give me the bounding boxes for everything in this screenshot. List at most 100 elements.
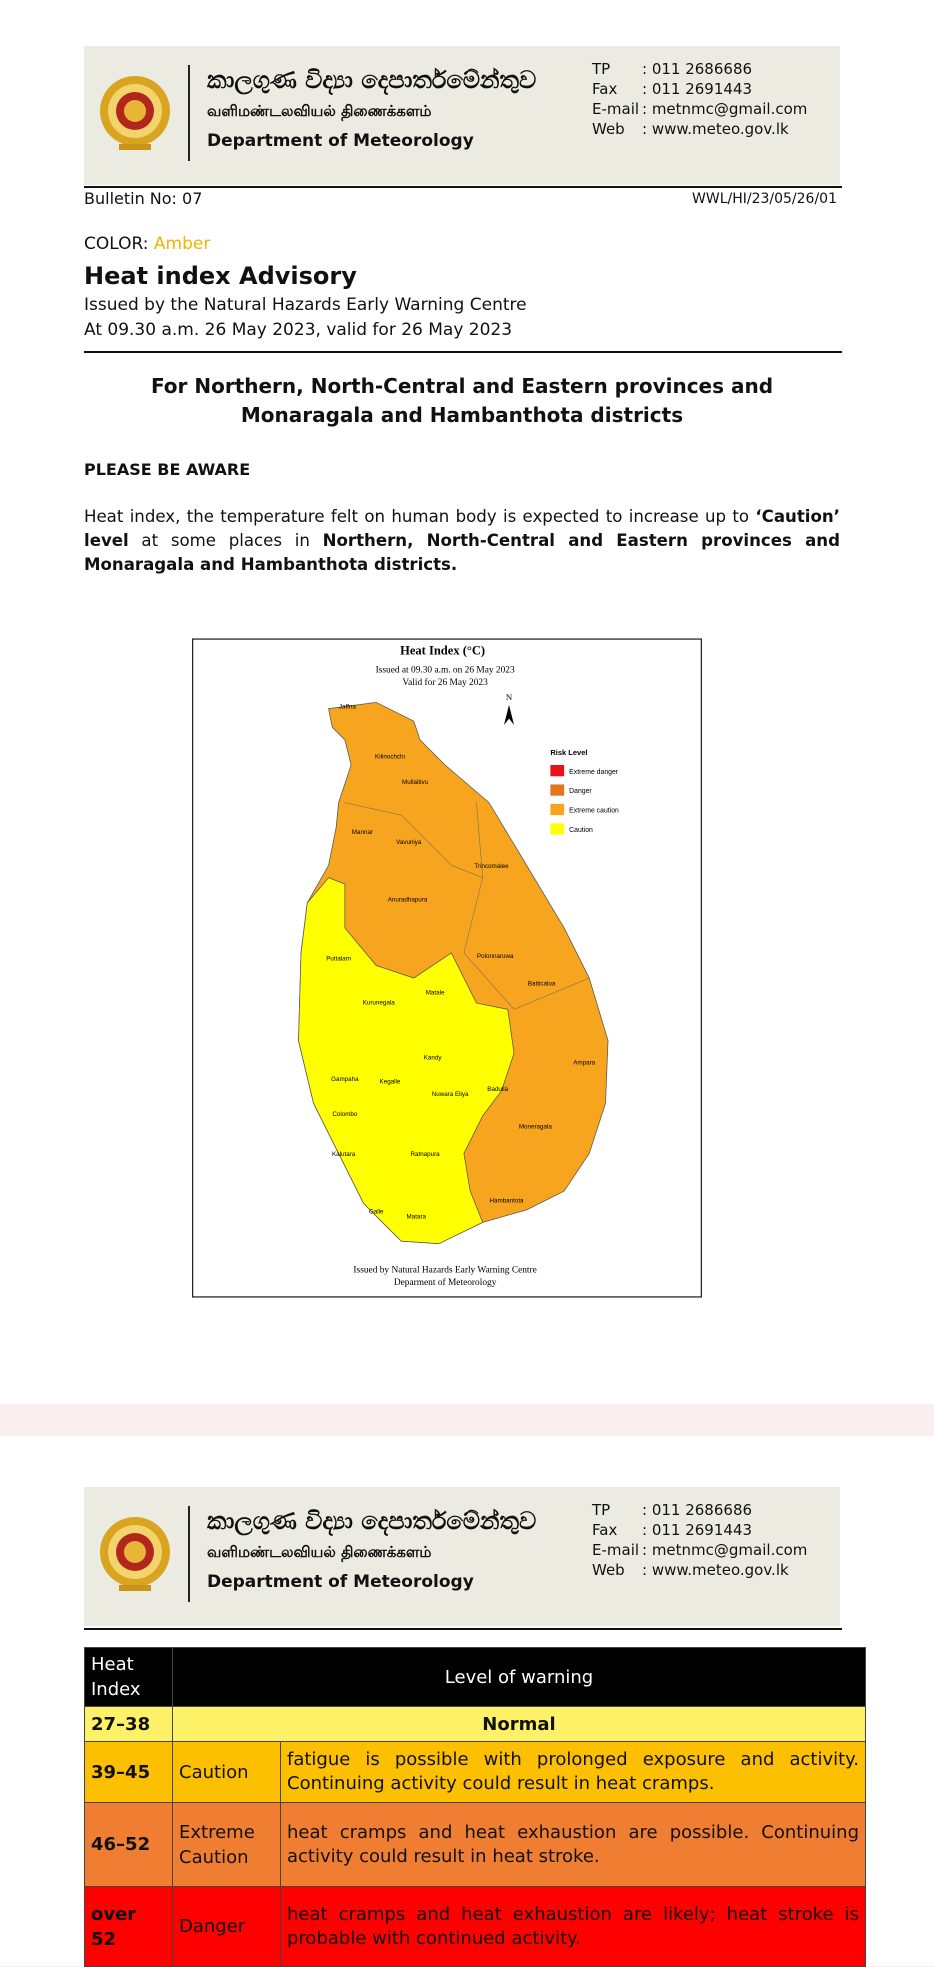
warning-table: Heat Index Level of warning 27–38 Normal 39–… [84, 1647, 866, 1967]
map-text: Puttalam [326, 955, 351, 962]
cell: Danger [172, 1886, 281, 1967]
bold-text: ‘Caution’ level [84, 507, 840, 550]
cell: 27–38 [84, 1706, 173, 1742]
emblem [100, 76, 170, 150]
heading: For Northern, North-Central and Eastern … [150, 374, 774, 427]
cell: Heat Index [84, 1647, 173, 1707]
contact-value: : 011 2686686 [642, 1501, 753, 1519]
map-text: Trincomalee [474, 863, 509, 870]
cell: Level of warning [172, 1647, 866, 1707]
bold-text: Northern, North-Central and Eastern prov… [84, 531, 840, 574]
map-text: N [506, 692, 513, 702]
paragraph: Heat index, the temperature felt on huma… [84, 505, 840, 577]
map-text: Kegalle [380, 1078, 401, 1085]
map-text: Badulla [487, 1086, 508, 1093]
sinhala-name: කාලගුණ විද්‍යා දෙපාර්තමේන්තුව [207, 66, 537, 94]
contact-value: : metnmc@gmail.com [642, 1541, 808, 1559]
issued-by: Issued by the Natural Hazards Early Warn… [84, 295, 527, 315]
map-text: Extreme danger [569, 769, 619, 776]
contact-label: TP [592, 60, 611, 78]
contact-label: E-mail [592, 100, 640, 118]
aware: PLEASE BE AWARE [84, 460, 251, 479]
contact-label: Web [592, 1561, 625, 1579]
contact-value: : www.meteo.gov.lk [642, 120, 789, 138]
map-text: Mannar [352, 829, 373, 836]
map-text: Kalutara [332, 1151, 356, 1158]
map-text: Ampara [573, 1059, 595, 1066]
map-text: Mullaitivu [402, 779, 429, 786]
legend-swatch [550, 784, 565, 796]
text: at some places in [128, 531, 323, 550]
row: 39–45 Caution fatigue is possible with pro… [84, 1741, 866, 1803]
map-text: Valid for 26 May 2023 [402, 677, 488, 688]
tamil-name: வளிமண்டலவியல் திணைக்களம் [207, 1543, 432, 1561]
map-text: Kurunegala [363, 999, 395, 1006]
contact-value: : 011 2691443 [642, 1521, 753, 1539]
contact-label: TP [592, 1501, 611, 1519]
english-name: Department of Meteorology [207, 1572, 474, 1592]
issued-at: At 09.30 a.m. 26 May 2023, valid for 26 … [84, 320, 513, 340]
ref: WWL/HI/23/05/26/01 [692, 191, 837, 207]
cell: over 52 [84, 1886, 173, 1967]
contact-value: : www.meteo.gov.lk [642, 1561, 789, 1579]
map-text: Gampaha [331, 1076, 359, 1083]
row: 27–38 Normal [84, 1706, 866, 1742]
cell: Caution [172, 1741, 281, 1803]
rule [84, 351, 842, 353]
cell: 39–45 [84, 1741, 173, 1803]
cell: Normal [172, 1706, 866, 1742]
bulletin-no: Bulletin No: 07 [84, 189, 203, 208]
text: Heat index, the temperature felt on huma… [84, 507, 756, 526]
map-text: Matale [426, 989, 445, 996]
contact-value: : 011 2686686 [642, 60, 753, 78]
row: over 52 Danger heat cramps and heat exhaus… [84, 1886, 866, 1967]
contact-label: Fax [592, 1521, 618, 1539]
map-text: Deparment of Meteorology [394, 1277, 497, 1288]
map-text: Issued at 09.30 a.m. on 26 May 2023 [376, 665, 515, 675]
letterhead: කාලගුණ විද්‍යා දෙපාර්තමේන්තුව வளிமண்டலவிய… [84, 46, 840, 185]
map-text: Heat Index (°C) [400, 644, 485, 658]
contact-value: : metnmc@gmail.com [642, 100, 808, 118]
emblem [100, 1517, 170, 1591]
cell: 46–52 [84, 1802, 173, 1887]
color-line: COLOR: Amber [84, 234, 210, 254]
map-text: Matara [407, 1214, 427, 1221]
map-text: Kilinochchi [375, 754, 405, 761]
map-text: Hambantota [489, 1197, 524, 1204]
map-text: Ratnapura [410, 1151, 440, 1158]
cell: heat cramps and heat exhaustion are like… [280, 1886, 866, 1967]
rule [84, 186, 842, 188]
letterhead: කාලගුණ විද්‍යා දෙපාර්තමේන්තුව வளிமண்டலவிய… [84, 1487, 840, 1626]
color-value: Amber [153, 234, 211, 254]
legend-swatch [550, 765, 565, 777]
contact-value: : 011 2691443 [642, 80, 753, 98]
map-text: Danger [569, 788, 592, 795]
map-text: Caution [569, 827, 593, 834]
map-text: Polonnaruwa [477, 953, 514, 960]
map-text: Vavuniya [396, 839, 422, 846]
map-text: Anuradhapura [388, 897, 428, 904]
row: 46–52 Extreme Caution heat cramps and heat… [84, 1802, 866, 1887]
map-text: Galle [369, 1209, 384, 1216]
cell: Extreme Caution [172, 1802, 281, 1887]
map-text: Moneragala [519, 1123, 553, 1130]
contact-label: E-mail [592, 1541, 640, 1559]
map-text: Risk Level [550, 748, 587, 757]
color-label: COLOR: [84, 234, 149, 254]
english-name: Department of Meteorology [207, 131, 474, 151]
map-text: Extreme caution [569, 808, 619, 815]
sinhala-name: කාලගුණ විද්‍යා දෙපාර්තමේන්තුව [207, 1507, 537, 1535]
map-text: Nuwara Eliya [432, 1091, 469, 1098]
map-text: Colombo [332, 1111, 358, 1118]
legend-swatch [550, 803, 565, 816]
heat-map: Heat Index (°C) Issued at 09.30 a.m. on 2… [192, 638, 702, 1298]
map-text: Jaffna [339, 704, 356, 711]
contact-label: Fax [592, 80, 618, 98]
map-text: Kandy [424, 1054, 443, 1061]
map-text: Batticaloa [528, 981, 556, 988]
contact-label: Web [592, 120, 625, 138]
tamil-name: வளிமண்டலவியல் திணைக்களம் [207, 102, 432, 120]
header-row: Heat Index Level of warning [84, 1647, 866, 1707]
legend-swatch [550, 823, 565, 835]
